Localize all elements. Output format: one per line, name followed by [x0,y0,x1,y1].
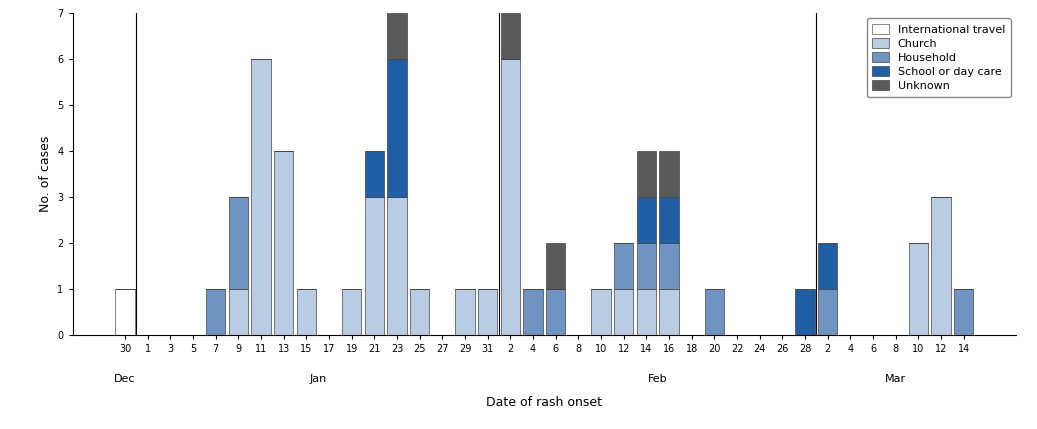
Bar [795,289,815,335]
Bar [501,13,521,59]
Bar [954,289,974,335]
Bar [115,289,135,335]
Bar [252,59,271,335]
Bar [591,289,611,335]
Bar [637,289,656,335]
Bar [410,289,429,335]
Bar [637,151,656,197]
Bar [229,197,248,289]
Bar [931,197,951,335]
Bar [478,289,498,335]
Bar [614,289,634,335]
Bar [546,289,565,335]
Text: Date of rash onset: Date of rash onset [486,396,602,409]
Bar [365,197,384,335]
Bar [388,197,407,335]
Bar [660,243,679,289]
Bar [637,197,656,243]
Bar [524,289,542,335]
Bar [229,289,248,335]
Bar [297,289,316,335]
Bar [342,289,362,335]
Bar [660,197,679,243]
Bar [501,59,521,335]
Text: Dec: Dec [114,374,136,384]
Bar [660,151,679,197]
Text: Jan: Jan [309,374,327,384]
Bar [637,243,656,289]
Bar [206,289,225,335]
Bar [818,243,837,289]
Text: Mar: Mar [886,374,906,384]
Bar [388,13,407,59]
Bar [705,289,724,335]
Bar [818,289,837,335]
Bar [908,243,928,335]
Bar [455,289,475,335]
Bar [660,289,679,335]
Bar [388,59,407,197]
Text: Feb: Feb [648,374,668,384]
Bar [546,243,565,289]
Bar [365,151,384,197]
Bar [614,243,634,289]
Legend: International travel, Church, Household, School or day care, Unknown: International travel, Church, Household,… [867,18,1011,97]
Y-axis label: No. of cases: No. of cases [38,136,52,212]
Bar [274,151,293,335]
